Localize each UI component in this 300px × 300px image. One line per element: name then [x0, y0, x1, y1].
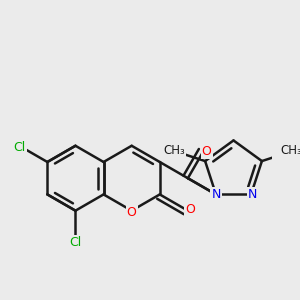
Text: Cl: Cl [14, 141, 26, 154]
Text: Cl: Cl [69, 236, 82, 249]
Text: N: N [211, 188, 221, 201]
Text: CH₃: CH₃ [164, 144, 185, 157]
Text: O: O [202, 145, 212, 158]
Text: O: O [127, 206, 136, 219]
Text: N: N [248, 188, 257, 201]
Text: CH₃: CH₃ [280, 144, 300, 157]
Text: O: O [185, 203, 195, 216]
